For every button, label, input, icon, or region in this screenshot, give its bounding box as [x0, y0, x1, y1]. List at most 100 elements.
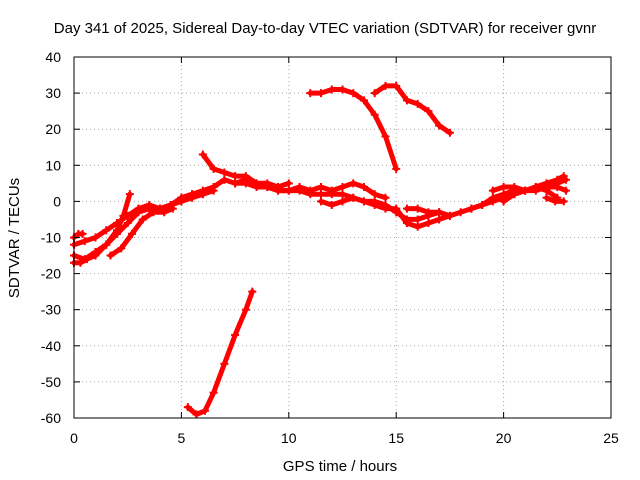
data-point [338, 197, 347, 206]
data-point [327, 201, 336, 210]
axis-ticks: 0 5 10 15 20 25 -60 -50 -40 -30 -20 -10 0 10 20 30 40 [41, 49, 619, 446]
series-sat-l [542, 193, 568, 206]
data-point [231, 179, 240, 188]
data-point [306, 186, 315, 195]
data-point [370, 89, 379, 98]
data-point [467, 204, 476, 213]
data-point [488, 186, 497, 195]
data-point [134, 204, 143, 213]
data-point [413, 222, 422, 231]
data-point [231, 330, 240, 339]
data-point [435, 215, 444, 224]
y-tick-label: -10 [41, 230, 61, 246]
x-tick-label: 10 [281, 430, 297, 446]
x-tick-label: 15 [388, 430, 404, 446]
data-point [284, 186, 293, 195]
data-point [402, 96, 411, 105]
data-point [338, 190, 347, 199]
data-point [317, 197, 326, 206]
data-point [478, 201, 487, 210]
data-point [91, 233, 100, 242]
data-point [559, 197, 568, 206]
data-point [317, 182, 326, 191]
y-tick-label: -60 [41, 410, 61, 426]
data-point [381, 201, 390, 210]
series-sat-q [231, 175, 293, 191]
data-point [359, 197, 368, 206]
data-point [76, 258, 85, 267]
data-point [542, 193, 551, 202]
data-point [510, 190, 519, 199]
data-point [220, 168, 229, 177]
series-sat-d [106, 204, 177, 260]
data-point [145, 201, 154, 210]
y-tick-label: 30 [45, 85, 61, 101]
data-point [168, 204, 177, 213]
data-point [392, 164, 401, 173]
data-point [521, 186, 530, 195]
data-point [499, 197, 508, 206]
data-point [295, 182, 304, 191]
data-point [160, 208, 169, 217]
x-tick-label: 20 [496, 430, 512, 446]
data-point [248, 287, 257, 296]
y-tick-label: -40 [41, 338, 61, 354]
data-point [445, 128, 454, 137]
grid [74, 57, 611, 418]
data-point [531, 182, 540, 191]
data-point [252, 179, 261, 188]
data-point [106, 251, 115, 260]
data-point [80, 237, 89, 246]
data-point [91, 251, 100, 260]
data-point [456, 208, 465, 217]
data-point [209, 182, 218, 191]
x-tick-label: 5 [178, 430, 186, 446]
data-point [78, 229, 87, 238]
data-point [370, 190, 379, 199]
data-point [327, 85, 336, 94]
data-point [209, 164, 218, 173]
data-point [402, 215, 411, 224]
data-point [327, 186, 336, 195]
data-point [209, 388, 218, 397]
data-point [125, 190, 134, 199]
data-point [220, 175, 229, 184]
data-point [392, 81, 401, 90]
data-point [381, 81, 390, 90]
data-point [149, 208, 158, 217]
data-point [424, 219, 433, 228]
series-sat-k [499, 182, 562, 206]
data-point [317, 89, 326, 98]
series-sat-a [70, 186, 218, 264]
data-point [198, 186, 207, 195]
data-point [359, 96, 368, 105]
data-point [317, 190, 326, 199]
data-point [445, 211, 454, 220]
data-point [392, 208, 401, 217]
data-point [220, 359, 229, 368]
series-sat-c [70, 190, 134, 267]
data-point [338, 182, 347, 191]
data-point [241, 305, 250, 314]
data-point [198, 150, 207, 159]
y-tick-label: -50 [41, 374, 61, 390]
series-line [501, 184, 560, 204]
y-tick-label: 40 [45, 49, 61, 65]
data-point [349, 193, 358, 202]
data-point [192, 410, 201, 419]
series-sat-n [370, 81, 454, 137]
x-tick-label: 0 [70, 430, 78, 446]
data-point [306, 89, 315, 98]
data-point [553, 175, 562, 184]
x-axis-label: GPS time / hours [283, 458, 397, 475]
data-point [241, 175, 250, 184]
data-point [381, 132, 390, 141]
data-point [82, 255, 91, 264]
data-point [338, 85, 347, 94]
data-point [424, 107, 433, 116]
series-sat-e [198, 150, 454, 231]
data-point [413, 215, 422, 224]
data-point [559, 172, 568, 181]
data-point [510, 182, 519, 191]
